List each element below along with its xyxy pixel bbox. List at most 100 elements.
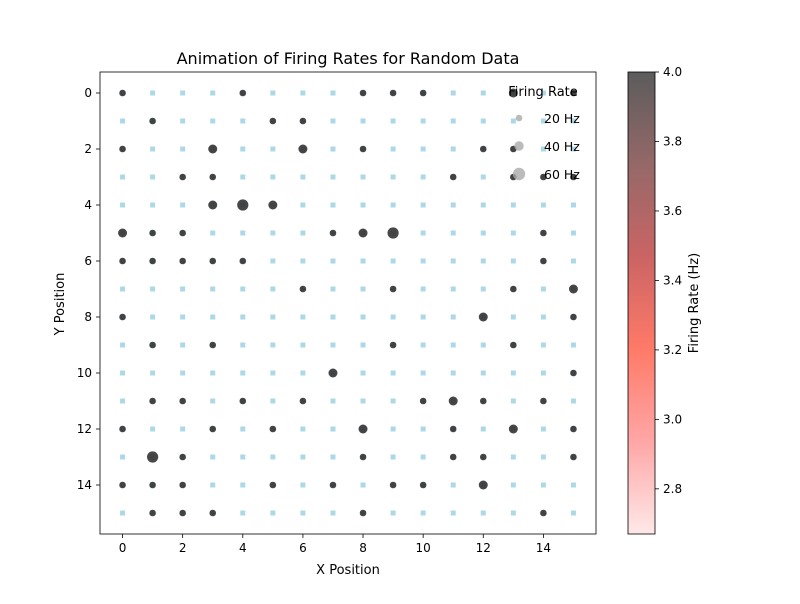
grid-marker: [300, 482, 306, 488]
grid-marker: [540, 146, 546, 152]
grid-marker: [150, 174, 156, 180]
data-point: [149, 257, 156, 265]
grid-marker: [510, 370, 516, 376]
data-point: [208, 200, 218, 210]
grid-marker: [420, 342, 426, 348]
grid-marker: [390, 426, 396, 432]
data-point: [149, 229, 156, 237]
data-point: [570, 425, 577, 433]
data-point: [269, 481, 277, 489]
legend-entry-label: 20 Hz: [544, 111, 580, 126]
grid-marker: [240, 118, 246, 124]
grid-marker: [420, 230, 426, 236]
grid-marker: [240, 174, 246, 180]
grid-marker: [510, 230, 516, 236]
grid-marker: [390, 510, 396, 516]
data-point: [570, 89, 577, 97]
grid-marker: [120, 454, 126, 460]
grid-marker: [420, 426, 426, 432]
grid-marker: [450, 258, 456, 264]
grid-marker: [510, 314, 516, 320]
data-point: [147, 451, 159, 463]
y-tick-label: 12: [77, 422, 92, 436]
data-point: [299, 397, 307, 405]
grid-marker: [450, 510, 456, 516]
grid-marker: [210, 454, 216, 460]
grid-marker: [570, 230, 576, 236]
y-tick-label: 8: [84, 310, 92, 324]
x-axis-label: X Position: [316, 563, 380, 578]
data-point: [359, 89, 367, 97]
data-point: [359, 509, 367, 517]
grid-marker: [570, 510, 576, 516]
grid-marker: [300, 342, 306, 348]
data-point: [359, 145, 367, 153]
grid-marker: [240, 146, 246, 152]
grid-marker: [270, 370, 276, 376]
grid-marker: [330, 90, 336, 96]
grid-marker: [570, 342, 576, 348]
grid-marker: [240, 482, 246, 488]
grid-marker: [330, 118, 336, 124]
data-point: [449, 453, 457, 461]
grid-marker: [420, 118, 426, 124]
grid-marker: [390, 146, 396, 152]
grid-marker: [540, 202, 546, 208]
grid-marker: [300, 370, 306, 376]
data-point: [298, 144, 308, 154]
data-point: [239, 257, 247, 265]
grid-marker: [420, 174, 426, 180]
grid-marker: [180, 286, 186, 292]
data-point: [179, 229, 186, 237]
data-point: [389, 89, 397, 97]
grid-marker: [300, 202, 306, 208]
colorbar-ticks: 2.8 3.0 3.2 3.4 3.6 3.8 4.0: [655, 65, 682, 496]
grid-marker: [480, 118, 486, 124]
data-point: [358, 228, 368, 238]
grid-marker: [120, 202, 126, 208]
grid-marker: [510, 258, 516, 264]
grid-marker: [330, 398, 336, 404]
data-point: [269, 425, 277, 433]
data-point: [119, 313, 126, 321]
grid-marker: [120, 398, 126, 404]
data-point: [119, 425, 126, 433]
x-tick-label: 2: [179, 541, 187, 555]
data-point: [328, 368, 338, 378]
grid-marker: [480, 510, 486, 516]
colorbar-tick-label: 4.0: [663, 65, 682, 79]
grid-marker: [300, 454, 306, 460]
data-point: [510, 341, 517, 349]
grid-marker: [450, 314, 456, 320]
grid-marker: [540, 342, 546, 348]
grid-marker: [270, 146, 276, 152]
grid-marker: [180, 146, 186, 152]
grid-marker: [150, 90, 156, 96]
data-point: [209, 425, 217, 433]
x-tick-label: 6: [299, 541, 307, 555]
grid-marker: [240, 370, 246, 376]
grid-marker: [540, 370, 546, 376]
grid-marker: [480, 230, 486, 236]
data-point: [209, 509, 217, 517]
plot-area: 0 2 4 6 8 10 12 14 0 2 4 6 8 10 12 14: [77, 71, 597, 555]
x-tick-label: 4: [239, 541, 247, 555]
grid-marker: [450, 342, 456, 348]
grid-marker: [450, 286, 456, 292]
grid-marker: [480, 90, 486, 96]
grid-marker: [450, 90, 456, 96]
legend-marker: [515, 114, 523, 122]
grid-marker: [180, 118, 186, 124]
grid-marker: [180, 426, 186, 432]
grid-marker: [540, 314, 546, 320]
data-point: [119, 145, 126, 153]
grid-marker: [420, 258, 426, 264]
grid-marker: [360, 286, 366, 292]
grid-marker: [540, 454, 546, 460]
grid-marker: [180, 342, 186, 348]
grid-marker: [330, 258, 336, 264]
grid-marker: [180, 370, 186, 376]
grid-marker: [210, 398, 216, 404]
data-point: [570, 313, 577, 321]
data-point: [540, 509, 547, 517]
